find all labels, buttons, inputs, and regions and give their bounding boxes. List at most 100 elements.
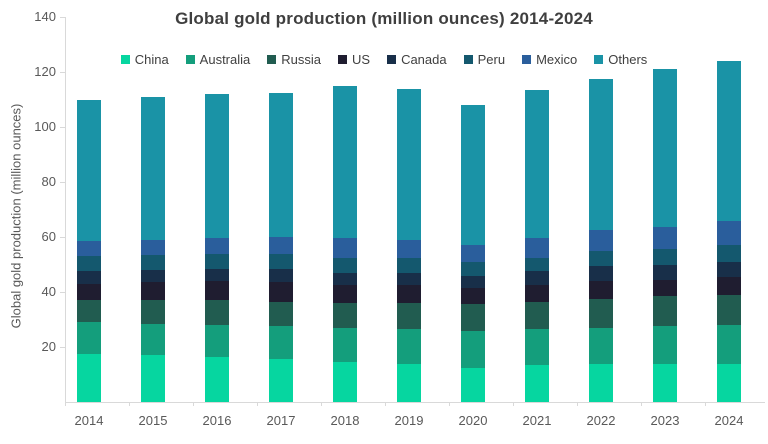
chart-title: Global gold production (million ounces) … — [175, 9, 593, 28]
bar-segment-canada — [333, 272, 357, 286]
bar-segment-canada — [589, 265, 613, 281]
x-tick-mark — [513, 402, 514, 406]
bar-segment-russia — [205, 300, 229, 325]
bar-segment-russia — [653, 296, 677, 327]
bar-segment-mexico — [653, 227, 677, 250]
bar-segment-canada — [205, 268, 229, 281]
bar-segment-canada — [269, 268, 293, 283]
bar-segment-australia — [397, 329, 421, 364]
y-tick-label: 40 — [41, 284, 56, 299]
x-tick-mark — [321, 402, 322, 406]
y-tick-mark — [60, 127, 65, 128]
y-axis-line — [65, 17, 66, 402]
bar-segment-others — [653, 69, 677, 228]
bar-segment-russia — [589, 298, 613, 328]
x-tick-label: 2023 — [650, 413, 680, 428]
bar-segment-peru — [141, 254, 165, 270]
y-tick-mark — [60, 17, 65, 18]
x-tick-mark — [385, 402, 386, 406]
y-tick-label: 120 — [34, 64, 56, 79]
bar-segment-australia — [525, 329, 549, 365]
bar-segment-australia — [717, 325, 741, 364]
bar-segment-canada — [717, 261, 741, 277]
bar-segment-russia — [717, 294, 741, 325]
legend-label: Canada — [401, 52, 447, 67]
bar-segment-us — [77, 283, 101, 301]
x-tick-label: 2018 — [330, 413, 360, 428]
x-tick-mark — [65, 402, 66, 406]
bar-segment-china — [269, 359, 293, 402]
stacked-bar-2016 — [205, 94, 229, 402]
legend: China Australia Russia US Canada Peru Mexico Ot… — [0, 52, 768, 67]
bar-segment-us — [397, 285, 421, 303]
legend-label: Others — [608, 52, 648, 67]
y-tick-mark — [60, 72, 65, 73]
x-tick-mark — [449, 402, 450, 406]
bar-segment-others — [333, 85, 357, 239]
y-tick-label: 140 — [34, 9, 56, 24]
y-tick-mark — [60, 347, 65, 348]
bar-segment-peru — [397, 257, 421, 273]
legend-swatch-icon — [267, 55, 277, 64]
bar-segment-others — [269, 92, 293, 237]
x-tick-label: 2020 — [458, 413, 488, 428]
x-tick-label: 2019 — [394, 413, 424, 428]
stacked-bar-2017 — [269, 92, 293, 402]
bar-segment-china — [77, 353, 101, 402]
stacked-bar-2020 — [461, 105, 485, 402]
y-tick-label: 80 — [41, 174, 56, 189]
bar-segment-china — [333, 362, 357, 402]
legend-item-us: US — [338, 52, 370, 67]
legend-item-russia: Russia — [267, 52, 321, 67]
x-tick-label: 2015 — [138, 413, 168, 428]
bar-segment-others — [461, 105, 485, 246]
bar-segment-australia — [653, 326, 677, 364]
bar-segment-mexico — [461, 245, 485, 262]
bar-segment-canada — [397, 272, 421, 286]
legend-item-others: Others — [594, 52, 647, 67]
bar-segment-china — [205, 356, 229, 402]
bar-segment-russia — [141, 300, 165, 324]
legend-item-mexico: Mexico — [522, 52, 577, 67]
bar-segment-mexico — [77, 241, 101, 257]
stacked-bar-2024 — [717, 61, 741, 402]
bar-segment-russia — [333, 303, 357, 328]
x-axis-line — [65, 402, 765, 403]
legend-swatch-icon — [522, 55, 532, 64]
bar-segment-australia — [77, 322, 101, 354]
x-tick-label: 2017 — [266, 413, 296, 428]
bar-segment-canada — [141, 270, 165, 283]
bar-segment-australia — [205, 325, 229, 357]
bar-segment-others — [141, 96, 165, 240]
bar-segment-us — [717, 276, 741, 295]
bar-segment-us — [653, 279, 677, 297]
y-tick-label: 20 — [41, 339, 56, 354]
bar-segment-peru — [653, 249, 677, 265]
stacked-bar-2019 — [397, 88, 421, 402]
bar-segment-china — [589, 363, 613, 402]
x-tick-label: 2014 — [74, 413, 104, 428]
bar-segment-china — [141, 355, 165, 402]
x-tick-mark — [129, 402, 130, 406]
bar-segment-canada — [461, 275, 485, 288]
bar-segment-others — [525, 89, 549, 239]
bar-segment-mexico — [397, 239, 421, 258]
bar-segment-mexico — [717, 220, 741, 246]
legend-label: Mexico — [536, 52, 578, 67]
legend-swatch-icon — [594, 55, 604, 64]
bar-segment-australia — [269, 326, 293, 360]
x-tick-mark — [577, 402, 578, 406]
x-tick-mark — [705, 402, 706, 406]
bar-segment-canada — [525, 271, 549, 286]
bar-segment-others — [77, 99, 101, 242]
y-tick-mark — [60, 237, 65, 238]
legend-swatch-icon — [463, 55, 473, 64]
legend-item-peru: Peru — [463, 52, 505, 67]
legend-swatch-icon — [120, 55, 130, 64]
bar-segment-australia — [333, 327, 357, 363]
x-tick-mark — [257, 402, 258, 406]
stacked-bar-2023 — [653, 69, 677, 402]
bar-segment-peru — [461, 261, 485, 276]
legend-item-canada: Canada — [387, 52, 447, 67]
bar-segment-canada — [653, 264, 677, 280]
